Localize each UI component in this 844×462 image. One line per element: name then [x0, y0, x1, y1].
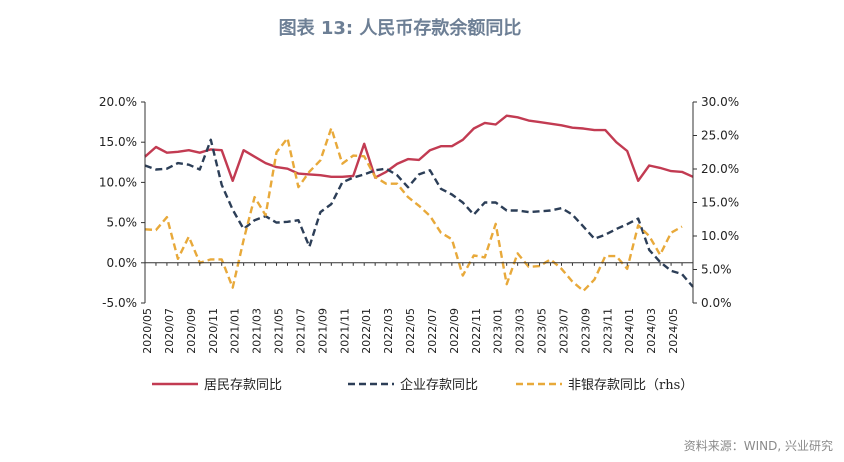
x-tick-label: 2022/01	[360, 308, 373, 354]
x-tick-label: 2024/01	[623, 308, 636, 354]
x-tick-label: 2023/07	[557, 308, 570, 354]
x-tick-label: 2020/09	[185, 308, 198, 354]
right-tick-label: 20.0%	[701, 162, 739, 176]
right-axis: 0.0% 5.0% 10.0% 15.0% 20.0% 25.0% 30.0%	[692, 95, 739, 310]
x-tick-label: 2020/05	[141, 308, 154, 354]
legend-label-2: 企业存款同比	[400, 377, 478, 393]
x-tick-label: 2022/03	[382, 308, 395, 354]
left-tick-label: -5.0%	[102, 296, 137, 310]
x-tick-label: 2023/09	[579, 308, 592, 354]
x-tick-label: 2022/07	[426, 308, 439, 354]
legend-label-1: 居民存款同比	[204, 378, 282, 393]
right-tick-label: 0.0%	[701, 296, 732, 310]
right-tick-label: 15.0%	[701, 196, 739, 210]
x-tick-label: 2021/07	[294, 308, 307, 354]
right-tick-label: 25.0%	[701, 129, 739, 143]
left-tick-label: 20.0%	[99, 95, 137, 109]
x-tick-label: 2021/11	[338, 308, 351, 354]
legend-label-3: 非银存款同比（rhs）	[568, 378, 693, 393]
x-tick-label: 2023/11	[601, 308, 614, 354]
x-tick-label: 2021/01	[229, 308, 242, 354]
left-tick-label: 15.0%	[99, 135, 137, 149]
left-tick-label: 10.0%	[99, 175, 137, 189]
series-line-2	[144, 138, 694, 288]
x-tick-label: 2021/09	[316, 308, 329, 354]
x-tick-label: 2021/05	[273, 308, 286, 354]
right-tick-label: 10.0%	[701, 229, 739, 243]
x-tick-label: 2023/05	[536, 308, 549, 354]
plot-area	[144, 114, 694, 293]
right-tick-label: 5.0%	[701, 263, 732, 277]
x-tick-label: 2022/05	[404, 308, 417, 354]
x-tick-label: 2020/07	[163, 308, 176, 354]
x-tick-label: 2022/09	[448, 308, 461, 354]
x-axis: 2020/05 2020/07 2020/09 2020/11 2021/01 2021/…	[141, 262, 694, 354]
source-note: 资料来源：WIND, 兴业研究	[684, 438, 833, 453]
left-tick-label: 0.0%	[107, 256, 138, 270]
x-tick-label: 2023/03	[514, 308, 527, 354]
x-tick-label: 2020/11	[207, 308, 220, 354]
x-tick-label: 2021/03	[251, 308, 264, 354]
series-line-3	[144, 126, 683, 293]
series-line-1	[144, 114, 694, 183]
x-tick-label: 2024/05	[667, 308, 680, 354]
chart-title: 图表 13: 人民币存款余额同比	[279, 17, 522, 39]
right-tick-label: 30.0%	[701, 95, 739, 109]
x-tick-label: 2023/01	[492, 308, 505, 354]
legend: 居民存款同比 企业存款同比 非银存款同比（rhs）	[152, 377, 693, 393]
x-tick-label: 2024/03	[645, 308, 658, 354]
x-tick-label: 2022/11	[470, 308, 483, 354]
left-tick-label: 5.0%	[107, 216, 138, 230]
left-axis: -5.0% 0.0% 5.0% 10.0% 15.0% 20.0%	[99, 95, 146, 310]
